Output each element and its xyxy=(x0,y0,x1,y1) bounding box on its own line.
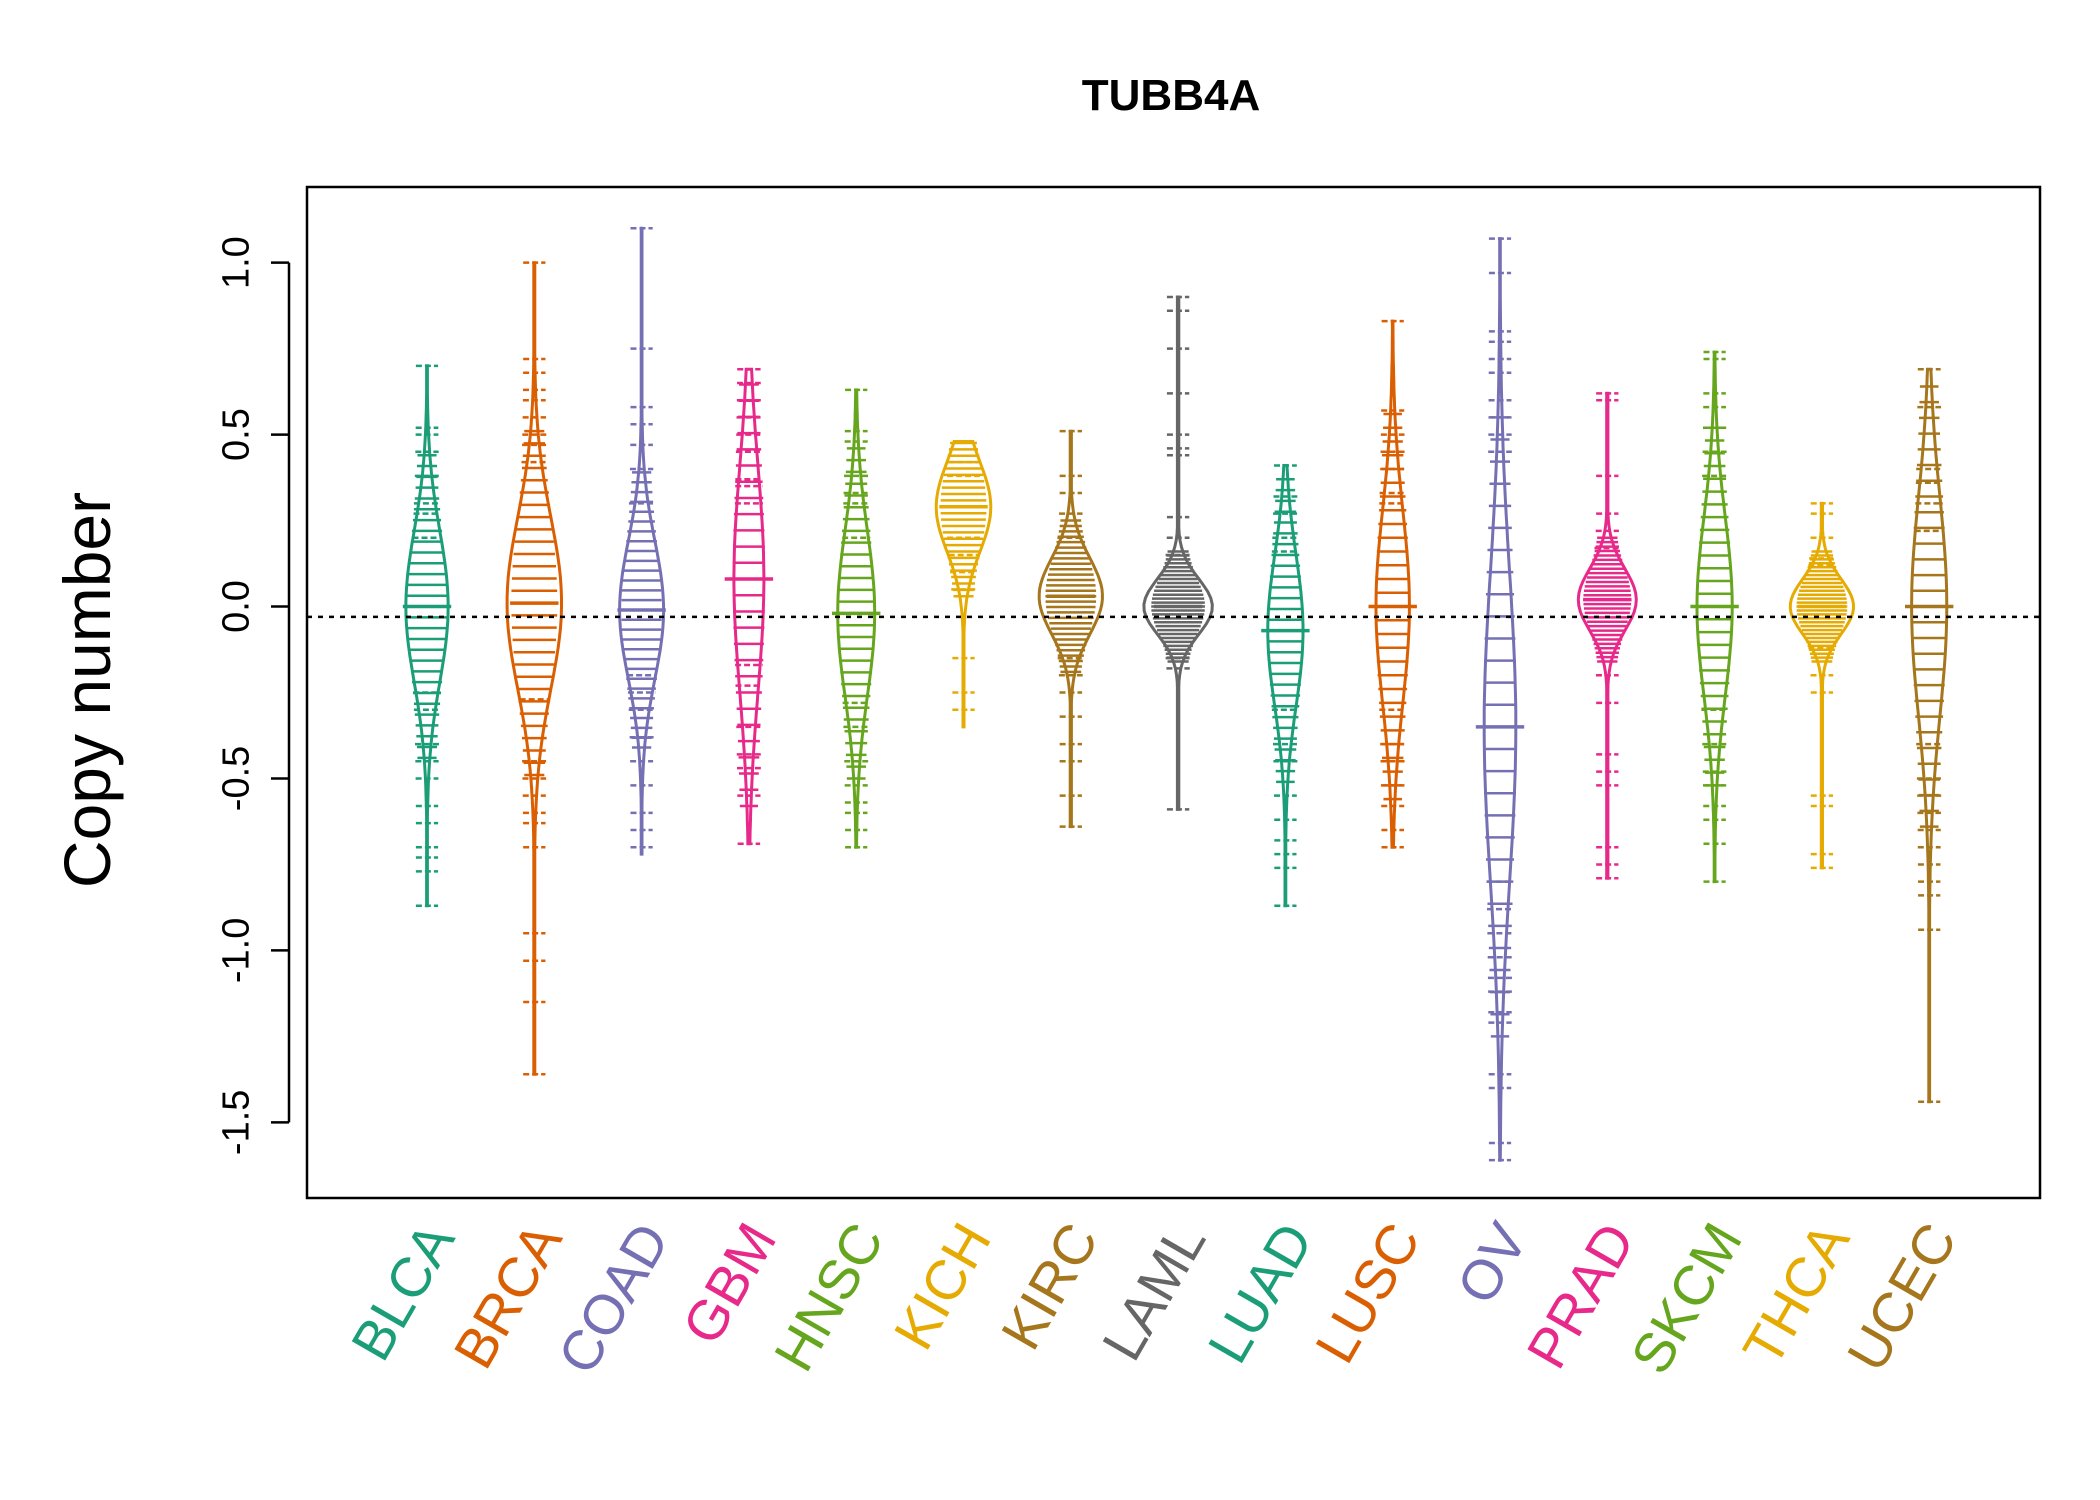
bean-coad xyxy=(617,226,666,856)
plot-frame xyxy=(305,185,2042,1200)
y-tick-label: -1.0 xyxy=(215,918,257,983)
bean-lusc xyxy=(1368,319,1417,849)
bean-skcm xyxy=(1690,350,1739,884)
chart-title: TUBB4A xyxy=(1082,71,1260,120)
y-tick-label: -0.5 xyxy=(215,746,257,811)
bean-gbm xyxy=(724,367,774,846)
bean-brca xyxy=(505,261,563,1076)
y-tick-label: 1.0 xyxy=(215,236,257,289)
bean-group xyxy=(402,226,1954,1162)
bean-ov xyxy=(1475,237,1525,1162)
y-axis: -1.5 -1.0 -0.5 0.0 0.5 1.0 xyxy=(215,236,291,1155)
bean-thca xyxy=(1788,501,1856,870)
bean-prad xyxy=(1576,391,1638,880)
bean-laml xyxy=(1142,295,1214,811)
y-tick-label: 0.0 xyxy=(215,580,257,633)
bean-kirc xyxy=(1037,429,1104,829)
bean-hnsc xyxy=(832,388,881,849)
bean-luad xyxy=(1261,464,1310,908)
bean-blca xyxy=(402,364,452,908)
y-axis-label: Copy number xyxy=(50,492,124,888)
y-tick-label: 0.5 xyxy=(215,408,257,461)
bean-kich xyxy=(934,440,993,729)
y-tick-label: -1.5 xyxy=(215,1090,257,1155)
